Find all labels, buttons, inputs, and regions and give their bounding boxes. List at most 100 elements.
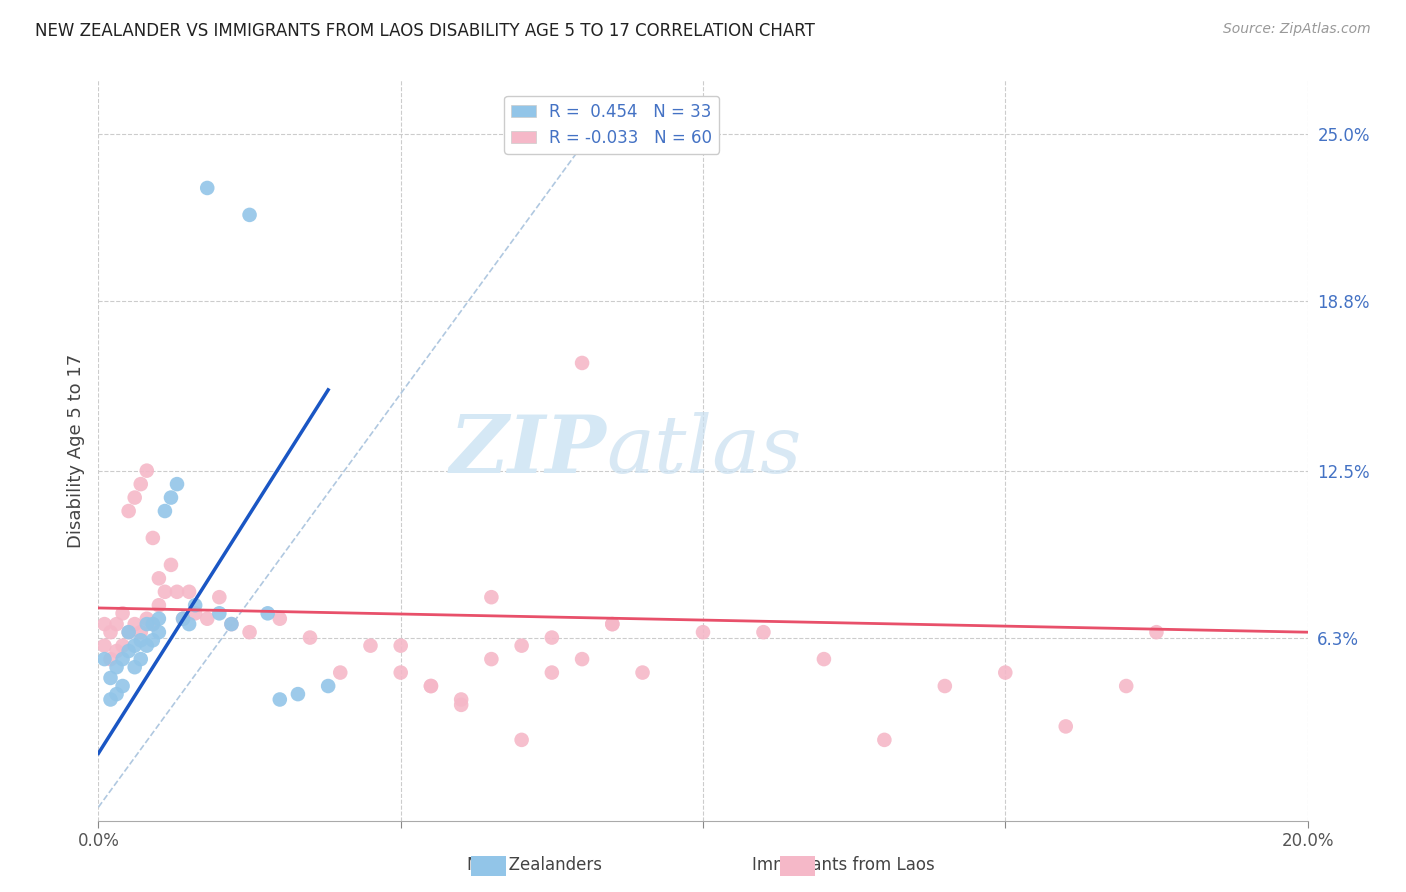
Point bbox=[571, 652, 593, 666]
Point bbox=[148, 571, 170, 585]
Point bbox=[148, 599, 170, 613]
Point bbox=[129, 652, 152, 666]
Point bbox=[172, 612, 194, 626]
Point bbox=[389, 639, 412, 653]
Point bbox=[540, 665, 562, 680]
Text: Source: ZipAtlas.com: Source: ZipAtlas.com bbox=[1223, 22, 1371, 37]
Point bbox=[142, 633, 165, 648]
Point bbox=[631, 665, 654, 680]
Point bbox=[160, 491, 183, 505]
Point bbox=[148, 612, 170, 626]
Point bbox=[1054, 719, 1077, 733]
Point bbox=[316, 679, 339, 693]
Point bbox=[571, 356, 593, 370]
Point bbox=[1144, 625, 1167, 640]
Point bbox=[100, 652, 122, 666]
Point bbox=[1115, 679, 1137, 693]
Text: atlas: atlas bbox=[606, 412, 801, 489]
Point bbox=[118, 625, 141, 640]
Point bbox=[269, 692, 291, 706]
Point bbox=[160, 558, 183, 572]
Point bbox=[752, 625, 775, 640]
Y-axis label: Disability Age 5 to 17: Disability Age 5 to 17 bbox=[66, 353, 84, 548]
Point bbox=[299, 631, 322, 645]
Point bbox=[129, 477, 152, 491]
Text: Immigrants from Laos: Immigrants from Laos bbox=[752, 856, 935, 874]
Point bbox=[692, 625, 714, 640]
Point bbox=[100, 692, 122, 706]
Point bbox=[100, 625, 122, 640]
Legend: R =  0.454   N = 33, R = -0.033   N = 60: R = 0.454 N = 33, R = -0.033 N = 60 bbox=[505, 96, 718, 153]
Point bbox=[420, 679, 443, 693]
Point bbox=[269, 612, 291, 626]
Point bbox=[142, 617, 165, 632]
Point bbox=[100, 671, 122, 685]
Point bbox=[221, 617, 243, 632]
Point bbox=[166, 584, 188, 599]
Point bbox=[239, 625, 262, 640]
Point bbox=[124, 639, 146, 653]
Point bbox=[135, 617, 157, 632]
Point bbox=[256, 607, 278, 621]
Point bbox=[450, 692, 472, 706]
Point bbox=[195, 612, 218, 626]
Point bbox=[481, 652, 503, 666]
Point bbox=[221, 617, 243, 632]
Point bbox=[360, 639, 382, 653]
Point bbox=[118, 504, 141, 518]
Point bbox=[510, 732, 533, 747]
Point bbox=[153, 504, 176, 518]
Point bbox=[111, 652, 134, 666]
Point bbox=[105, 687, 128, 701]
Point bbox=[208, 607, 231, 621]
Point bbox=[172, 612, 194, 626]
Point bbox=[329, 665, 352, 680]
Point bbox=[208, 590, 231, 604]
Point bbox=[450, 698, 472, 712]
Point bbox=[184, 599, 207, 613]
Point bbox=[124, 660, 146, 674]
Point bbox=[873, 732, 896, 747]
Text: New Zealanders: New Zealanders bbox=[467, 856, 602, 874]
Point bbox=[124, 491, 146, 505]
Point bbox=[111, 639, 134, 653]
Point bbox=[602, 617, 624, 632]
Point bbox=[142, 531, 165, 545]
Point bbox=[118, 644, 141, 658]
Point bbox=[195, 181, 218, 195]
Point bbox=[934, 679, 956, 693]
Point bbox=[135, 612, 157, 626]
Point bbox=[153, 584, 176, 599]
Point bbox=[111, 607, 134, 621]
Point bbox=[602, 617, 624, 632]
Point bbox=[118, 625, 141, 640]
Point bbox=[287, 687, 309, 701]
Point bbox=[510, 639, 533, 653]
Point bbox=[129, 633, 152, 648]
Point bbox=[184, 607, 207, 621]
Text: NEW ZEALANDER VS IMMIGRANTS FROM LAOS DISABILITY AGE 5 TO 17 CORRELATION CHART: NEW ZEALANDER VS IMMIGRANTS FROM LAOS DI… bbox=[35, 22, 815, 40]
Point bbox=[129, 625, 152, 640]
Point bbox=[135, 639, 157, 653]
Text: ZIP: ZIP bbox=[450, 412, 606, 489]
Point bbox=[93, 617, 115, 632]
Point bbox=[179, 584, 201, 599]
Point bbox=[813, 652, 835, 666]
Point bbox=[135, 464, 157, 478]
Point bbox=[142, 617, 165, 632]
Point bbox=[540, 631, 562, 645]
Point bbox=[420, 679, 443, 693]
Point bbox=[124, 617, 146, 632]
Point bbox=[389, 665, 412, 680]
Point bbox=[93, 639, 115, 653]
Point bbox=[93, 652, 115, 666]
Point bbox=[105, 617, 128, 632]
Point bbox=[239, 208, 262, 222]
Point bbox=[148, 625, 170, 640]
Point bbox=[481, 590, 503, 604]
Point bbox=[105, 644, 128, 658]
Point bbox=[179, 617, 201, 632]
Point bbox=[994, 665, 1017, 680]
Point bbox=[105, 660, 128, 674]
Point bbox=[166, 477, 188, 491]
